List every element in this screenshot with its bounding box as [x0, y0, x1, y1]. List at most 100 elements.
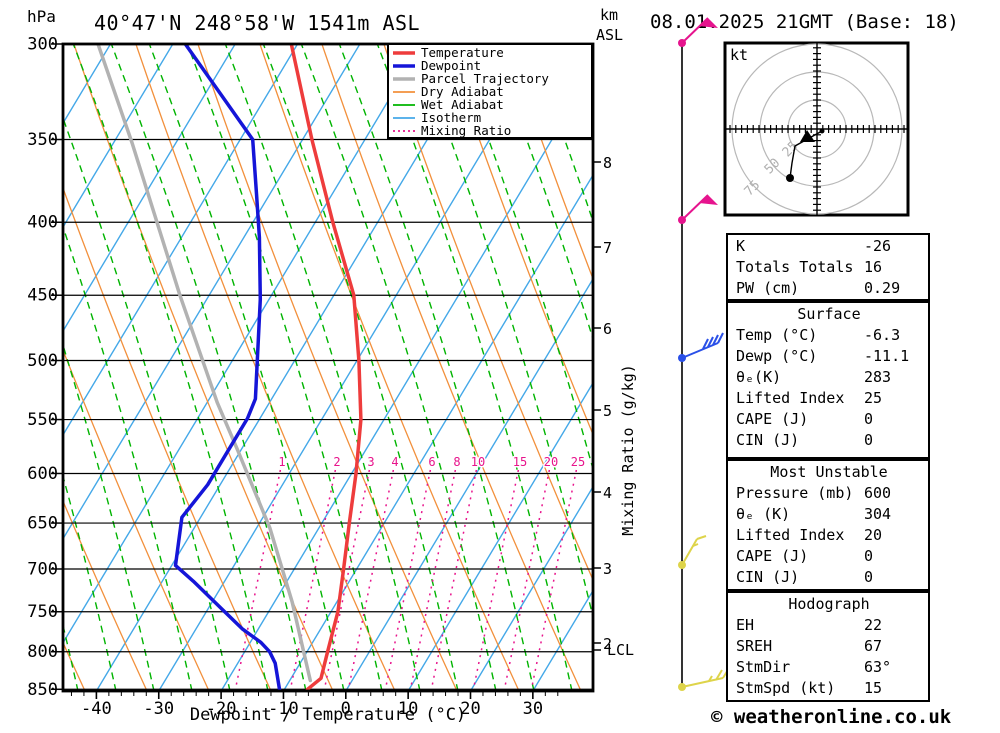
mixing-ratio-value-label: 6 [428, 455, 435, 469]
wind-barb-level-dot [678, 216, 686, 224]
legend-line-sample-icon [393, 77, 415, 81]
data-table-surface: Surface Temp (°C) -6.3 Dewp (°C) -11.1 θₑ(K) 2… [726, 301, 930, 459]
wind-barb-tick [715, 669, 723, 681]
pressure-tick-label: 350 [27, 130, 58, 150]
dry-adiabat-line [507, 45, 592, 278]
mixing-ratio-line [235, 469, 282, 688]
temp-tick-label: -40 [81, 699, 112, 719]
isotherm-line [64, 45, 174, 227]
isotherm-line [345, 279, 592, 691]
mixing-ratio-line [385, 469, 432, 688]
legend-item-label: Dry Adiabat [421, 84, 504, 99]
isotherm-line [282, 175, 592, 691]
table-row: PW (cm) 0.29 [736, 278, 922, 299]
table-row-value: 0 [864, 568, 874, 586]
pressure-tick-label: 800 [27, 642, 58, 662]
wind-barb-tick [707, 336, 714, 348]
table-row-value: 0 [864, 547, 874, 565]
copyright-watermark: © weatheronline.co.uk [711, 706, 952, 728]
wind-barb-staff [681, 342, 719, 359]
km-tick-label: 7 [603, 239, 612, 257]
table-row-label: θₑ (K) [736, 505, 791, 523]
pressure-tick-label: 750 [27, 602, 58, 622]
skewt-curves [96, 45, 363, 691]
plot-border [61, 42, 595, 693]
table-row-label: CIN (J) [736, 431, 800, 449]
temp-tick-label: 20 [460, 699, 480, 719]
legend-item: Wet Adiabat [392, 98, 591, 111]
table-row-value: 304 [864, 505, 892, 523]
table-row: θₑ(K) 283 [736, 367, 922, 388]
mixing-ratio-line [410, 469, 457, 688]
temperature-curve [289, 45, 363, 691]
table-row-label: PW (cm) [736, 279, 800, 297]
table-row-label: Lifted Index [736, 526, 845, 544]
temp-tick-label: 10 [398, 699, 418, 719]
table-row: Lifted Index 25 [736, 388, 922, 409]
temp-tick-label: -30 [143, 699, 174, 719]
legend-line-sample-icon [393, 51, 415, 55]
table-row-value: 283 [864, 368, 892, 386]
table-row-label: StmDir [736, 658, 791, 676]
hodograph-trace-end-dot [786, 174, 794, 182]
table-row-value: 20 [864, 526, 883, 544]
legend-item-label: Temperature [421, 45, 504, 60]
table-row-label: CAPE (J) [736, 547, 809, 565]
table-row-value: 22 [864, 616, 883, 634]
table-row-label: EH [736, 616, 755, 634]
table-row: SREH 67 [736, 636, 922, 657]
table-row-value: 16 [864, 258, 883, 276]
mixing-ratio-line [324, 469, 371, 688]
km-tick-label: 3 [603, 560, 612, 578]
temp-tick-label: -10 [268, 699, 299, 719]
pressure-tick-label: 300 [27, 35, 58, 55]
mixing-ratio-value-label: 25 [571, 455, 585, 469]
legend-item: Isotherm [392, 111, 591, 124]
legend-item: Dry Adiabat [392, 85, 591, 98]
legend-item-label: Wet Adiabat [421, 97, 504, 112]
table-row-value: 0.29 [864, 279, 901, 297]
mixing-ratio-axis-title: Mixing Ratio (g/kg) [619, 364, 637, 536]
mixing-ratio-line [431, 469, 478, 688]
wind-barb-staff [681, 538, 698, 566]
table-row-value: -11.1 [864, 347, 910, 365]
table-row: Totals Totals 16 [736, 257, 922, 278]
table-header: Surface [797, 305, 861, 323]
table-row-label: Dewp (°C) [736, 347, 818, 365]
skewt-axes: 1 2 3 4 6 8 10 15 20 2530035040045050055060065070… [27, 35, 634, 720]
table-row-value: -6.3 [864, 326, 901, 344]
legend-item-label: Mixing Ratio [421, 123, 512, 138]
datetime-label: 08.01.2025 21GMT (Base: 18) [650, 11, 959, 33]
temp-tick-label: 0 [341, 699, 351, 719]
wet-adiabat-line [377, 45, 573, 691]
dewpoint-curve [173, 45, 282, 691]
wind-barb-pennant [699, 18, 718, 28]
pressure-tick-label: 500 [27, 351, 58, 371]
legend-item: Parcel Trajectory [392, 72, 591, 85]
wet-adiabat-line [263, 45, 459, 691]
x-axis-title: Dewpoint / Temperature (°C) [189, 705, 467, 725]
legend-item: Temperature [392, 46, 591, 59]
table-row: Temp (°C) -6.3 [736, 325, 922, 346]
temp-tick-label: 30 [523, 699, 543, 719]
parcel-trajectory-curve [96, 45, 313, 683]
legend-item-label: Parcel Trajectory [421, 71, 549, 86]
wet-adiabat-line [64, 346, 155, 691]
legend-line-sample-icon [393, 64, 415, 68]
wind-barb-tick [712, 334, 719, 346]
legend-item-label: Isotherm [421, 110, 482, 125]
legend-line-sample-icon [393, 130, 415, 132]
table-row-label: K [736, 237, 746, 255]
table-row: CAPE (J) 0 [736, 546, 922, 567]
mixing-ratio-value-label: 4 [391, 455, 398, 469]
mixing-ratio-line [504, 469, 551, 688]
legend-line-sample-icon [393, 104, 415, 106]
wet-adiabat-line [339, 45, 535, 691]
isotherm-line [407, 383, 592, 691]
wet-adiabat-line [64, 119, 231, 691]
dry-adiabat-line [197, 45, 458, 691]
dry-adiabat-line [383, 45, 592, 580]
wet-adiabat-line [187, 45, 383, 691]
